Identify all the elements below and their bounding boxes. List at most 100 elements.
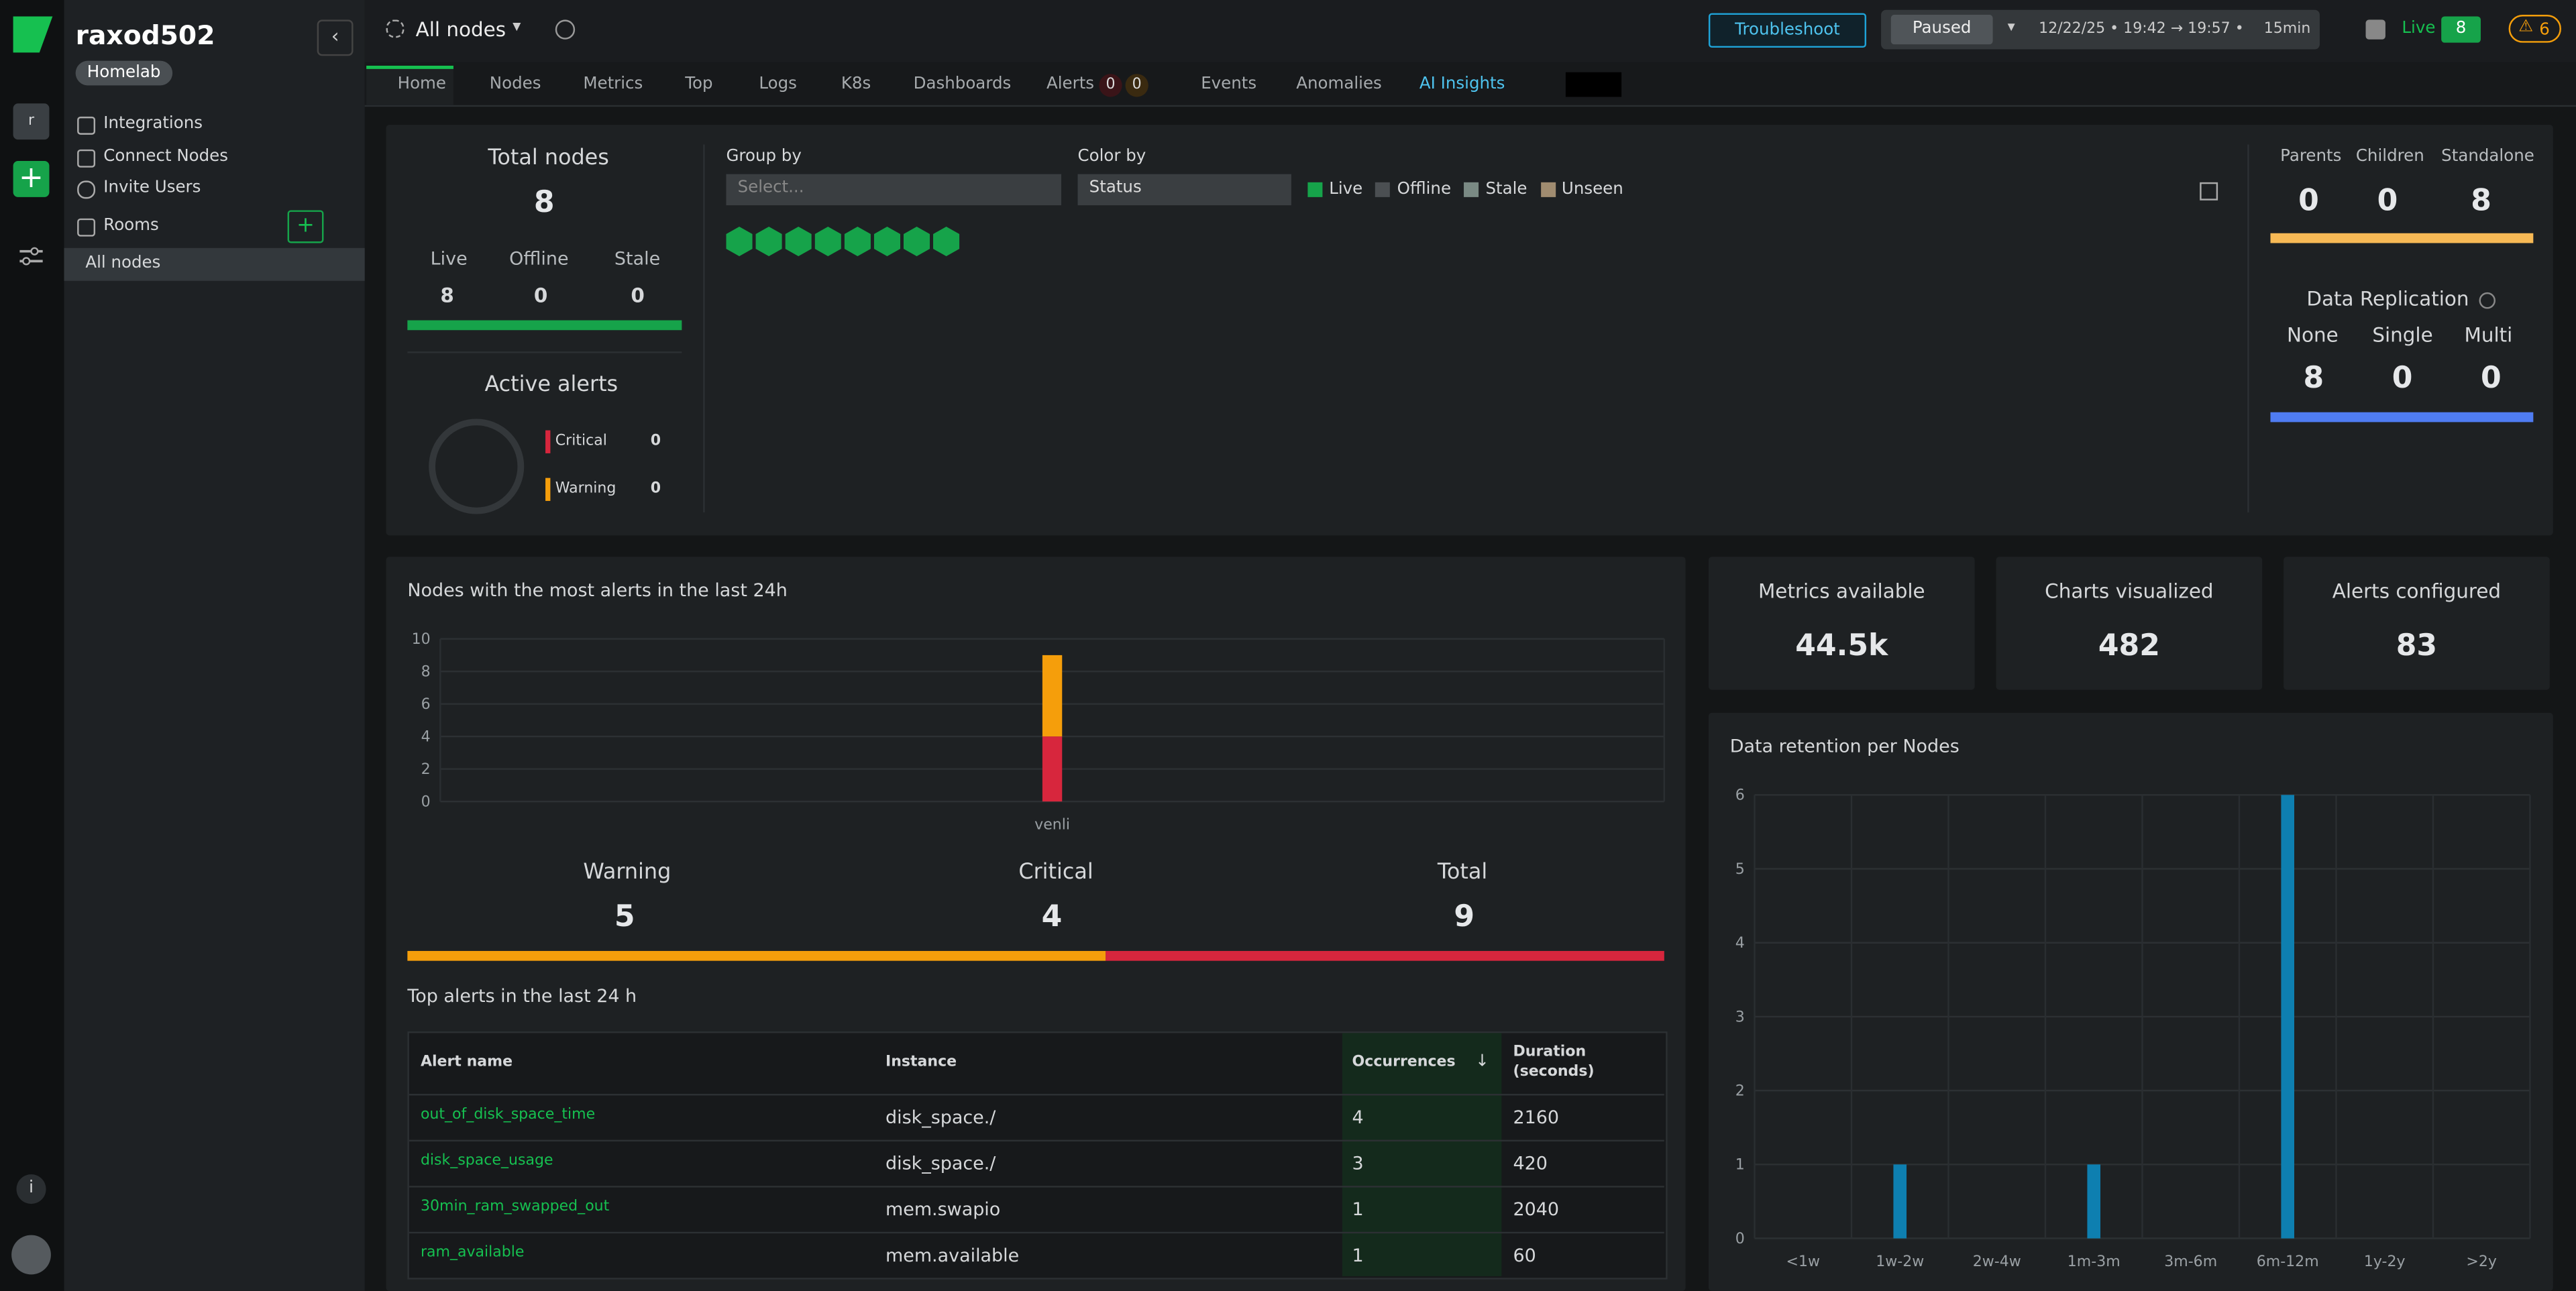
nodes-icon[interactable] (2365, 19, 2385, 40)
legend-swatch (1464, 182, 1479, 197)
room-title[interactable]: All nodes (415, 17, 506, 42)
tab[interactable]: Dashboards (913, 75, 1012, 94)
node-hexagon[interactable] (726, 226, 753, 257)
alerts-title: Active alerts (484, 372, 619, 398)
retention-card (1708, 712, 2553, 1291)
legend-item[interactable]: Offline (1375, 180, 1451, 199)
space-avatar[interactable]: r (13, 103, 50, 140)
x-tick-label: venli (1034, 817, 1070, 834)
column-header[interactable]: Alert name (420, 1054, 513, 1071)
group-by-select[interactable]: Select... (726, 174, 1062, 206)
column-header[interactable]: Duration (seconds) (1513, 1044, 1595, 1081)
legend-item[interactable]: Stale (1464, 180, 1527, 199)
node-hexagon[interactable] (814, 226, 841, 257)
stat-card (2284, 557, 2550, 690)
x-tick-label: 6m-12m (2257, 1253, 2319, 1270)
legend-item[interactable]: Unseen (1540, 180, 1623, 199)
x-tick-label: 1m-3m (2068, 1253, 2121, 1270)
room-settings[interactable] (555, 19, 576, 40)
tab-critical-count[interactable]: 0 (1099, 74, 1122, 97)
tab[interactable]: Anomalies (1296, 75, 1382, 94)
single-label: Single (2372, 323, 2433, 347)
room-item[interactable]: All nodes (85, 254, 161, 273)
nodes-offline: 0 (533, 284, 548, 307)
x-tick-label: 2w-4w (1973, 1253, 2021, 1270)
divider (407, 351, 682, 353)
divider (703, 144, 705, 513)
tab[interactable]: Metrics (583, 75, 643, 94)
none-label: None (2286, 323, 2339, 347)
x-tick-label: >2y (2466, 1253, 2497, 1270)
tab[interactable]: Home (397, 75, 446, 94)
tab[interactable]: Alerts (1046, 75, 1095, 94)
info-button[interactable]: i (16, 1174, 46, 1204)
menu-item[interactable]: Integrations (103, 115, 203, 133)
legend-item[interactable]: Live (1307, 180, 1362, 199)
sort-indicator[interactable]: ↓ (1475, 1052, 1489, 1071)
table-cell: mem.available (885, 1245, 1020, 1267)
legend-label: Unseen (1561, 180, 1623, 199)
room-dropdown[interactable]: ▾ (513, 17, 521, 36)
alerts-badge[interactable]: 6 (2508, 15, 2561, 43)
table-cell[interactable]: out_of_disk_space_time (420, 1107, 596, 1124)
room-selected[interactable] (64, 247, 365, 281)
none-count: 8 (2303, 361, 2324, 396)
menu-item[interactable]: Connect Nodes (103, 148, 229, 166)
space-name: raxod502 (75, 19, 215, 51)
tab[interactable]: Top (685, 75, 713, 94)
tab-warning-count[interactable]: 0 (1125, 74, 1148, 97)
tab[interactable]: K8s (841, 75, 871, 94)
tab[interactable]: Nodes (489, 75, 541, 94)
color-by-select[interactable]: Status (1077, 174, 1291, 206)
menu-item[interactable]: Invite Users (103, 178, 201, 197)
pause-dropdown[interactable]: ▾ (2007, 19, 2015, 36)
warning-label[interactable]: Warning (555, 481, 616, 498)
tab[interactable]: Events (1201, 75, 1257, 94)
summary-critical-label: Critical (1018, 860, 1093, 886)
tab[interactable]: AI Insights (1419, 75, 1505, 94)
node-hexagon[interactable] (873, 226, 901, 257)
column-header[interactable]: Occurrences (1352, 1054, 1456, 1071)
rooms-label[interactable]: Rooms (103, 217, 159, 235)
y-tick-label: 1 (1735, 1157, 1745, 1174)
bar-segment (1042, 655, 1063, 737)
logo[interactable] (10, 13, 56, 56)
node-hexagon[interactable] (903, 226, 930, 257)
layout-toggle[interactable] (2200, 182, 2218, 201)
stat-card (1708, 557, 1975, 690)
live-label[interactable]: Live (2402, 19, 2436, 38)
node-hexagon[interactable] (844, 226, 871, 257)
time-duration[interactable]: 15min (2263, 21, 2311, 38)
sorted-column (1342, 1033, 1502, 1276)
collapse-button[interactable]: ‹ (317, 19, 354, 56)
time-range[interactable]: 12/22/25 • 19:42 → 19:57 • (2039, 21, 2244, 38)
table-cell: 1 (1352, 1198, 1364, 1221)
table-cell: disk_space./ (885, 1107, 996, 1129)
add-space[interactable]: + (13, 161, 50, 197)
stat-value: 482 (2098, 628, 2160, 664)
multi-count: 0 (2480, 361, 2502, 396)
tab[interactable]: Logs (759, 75, 797, 94)
add-room[interactable]: + (287, 210, 324, 243)
table-cell[interactable]: disk_space_usage (420, 1153, 553, 1170)
replication-info[interactable] (2479, 292, 2496, 309)
table-cell[interactable]: ram_available (420, 1245, 525, 1261)
table-cell[interactable]: 30min_ram_swapped_out (420, 1198, 610, 1216)
critical-count: 0 (650, 433, 661, 451)
node-hexagon[interactable] (785, 226, 812, 257)
user-avatar[interactable] (11, 1235, 51, 1275)
live-count[interactable]: 8 (2441, 16, 2481, 43)
settings-icon[interactable] (18, 245, 44, 268)
node-hexagon[interactable] (933, 226, 960, 257)
node-hexagon[interactable] (755, 226, 782, 257)
summary-warning-bar (407, 950, 1106, 961)
column-header[interactable]: Instance (885, 1054, 957, 1071)
troubleshoot-button[interactable]: Troubleshoot (1708, 13, 1867, 48)
stat-value: 83 (2396, 628, 2438, 664)
summary-warning-label: Warning (583, 860, 672, 886)
paused-button[interactable]: Paused (1890, 15, 1993, 45)
critical-label[interactable]: Critical (555, 433, 607, 451)
space-badge: Homelab (75, 60, 172, 86)
